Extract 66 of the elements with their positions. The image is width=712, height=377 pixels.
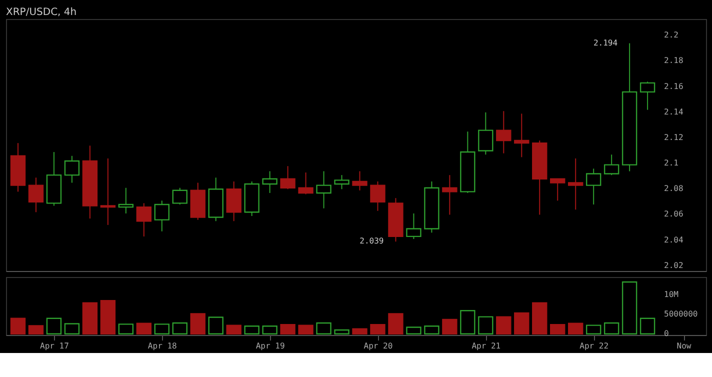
- bar: [226, 324, 242, 334]
- bar: [352, 328, 368, 334]
- candlestick: [280, 166, 296, 190]
- annotation: 2.039: [360, 236, 384, 246]
- bar: [514, 312, 530, 334]
- candlestick: [604, 154, 620, 176]
- chart-title: XRP/USDC, 4h: [6, 7, 77, 18]
- candlestick: [550, 178, 566, 202]
- y-tick-label: 2.02: [664, 260, 684, 270]
- candlestick: [370, 180, 386, 212]
- y-tick-label: 2.12: [664, 132, 684, 142]
- candlestick: [640, 81, 656, 110]
- candlestick: [442, 174, 458, 216]
- candlestick: [136, 202, 152, 237]
- candlestick: [496, 110, 512, 154]
- bar: [388, 313, 404, 334]
- bar: [568, 322, 584, 334]
- y-tick-label: 2.1: [664, 158, 679, 168]
- bar: [100, 300, 116, 334]
- candlestick: [478, 112, 494, 156]
- candlestick: [316, 170, 332, 209]
- y-tick-label: 2.04: [664, 235, 684, 244]
- candlestick: [172, 187, 188, 205]
- candlestick: [352, 170, 368, 191]
- bar: [190, 313, 206, 334]
- candlestick: [154, 200, 170, 232]
- bar: [550, 324, 566, 334]
- candlestick: [28, 177, 44, 213]
- x-tick-label: Apr 17: [40, 342, 70, 350]
- x-tick-label: Apr 20: [364, 342, 393, 350]
- candlestick: [586, 168, 602, 205]
- bar: [82, 302, 98, 334]
- annotation: 2.194: [593, 38, 618, 48]
- y-tick-label: 0: [664, 328, 669, 338]
- x-tick-label: Apr 21: [472, 342, 501, 350]
- candlestick: [262, 170, 278, 194]
- candlestick: [226, 180, 242, 222]
- y-tick-label: 2.08: [664, 184, 684, 194]
- y-tick-label: 2.2: [664, 30, 679, 40]
- candlestick: [514, 113, 530, 158]
- y-tick-label: 5000000: [664, 310, 698, 319]
- bar: [280, 324, 296, 334]
- candlestick: [118, 187, 134, 214]
- x-tick-label: Apr 18: [148, 342, 178, 350]
- bar: [496, 316, 512, 334]
- candlestick: [334, 174, 350, 190]
- bar: [532, 302, 548, 334]
- x-tick-label: Apr 19: [256, 342, 285, 350]
- x-tick-label: Now: [676, 342, 692, 350]
- bar: [298, 324, 314, 334]
- candlestick: [298, 172, 314, 195]
- bar: [136, 322, 152, 334]
- bar: [370, 324, 386, 334]
- candlestick: [100, 158, 116, 226]
- bar: [10, 318, 26, 334]
- y-tick-label: 2.18: [664, 56, 684, 66]
- candlestick: [406, 212, 422, 240]
- bar: [442, 318, 458, 334]
- y-tick-label: 2.16: [664, 82, 684, 91]
- y-tick-label: 2.14: [664, 107, 684, 116]
- x-tick-label: Apr 22: [580, 342, 609, 350]
- candlestick: [568, 158, 584, 210]
- y-tick-label: 2.06: [664, 210, 684, 219]
- bar: [28, 325, 44, 334]
- y-tick-label: 10M: [664, 290, 679, 300]
- candlestick: [64, 155, 80, 184]
